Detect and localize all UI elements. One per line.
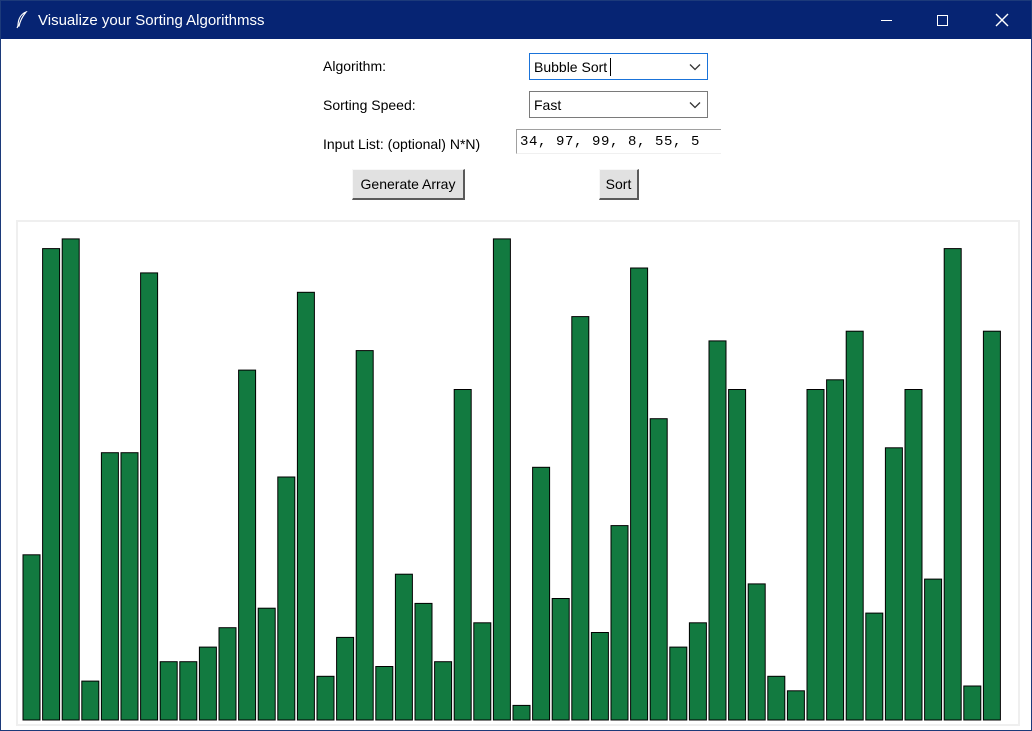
- bar-34: [688, 622, 707, 721]
- bar-6: [140, 272, 159, 721]
- bar-47: [943, 248, 962, 721]
- bar-48: [963, 685, 982, 721]
- minimize-icon: [880, 19, 892, 21]
- minimize-button[interactable]: [863, 1, 909, 39]
- bar-28: [571, 316, 590, 721]
- bar-23: [473, 622, 492, 721]
- bar-36: [728, 389, 747, 721]
- bar-25: [512, 704, 531, 721]
- bar-13: [277, 476, 296, 721]
- algorithm-select-value: Bubble Sort: [534, 59, 608, 75]
- bar-42: [845, 330, 864, 721]
- sort-button[interactable]: Sort: [599, 169, 639, 200]
- bar-27: [551, 598, 570, 721]
- bar-11: [238, 369, 257, 721]
- sorting-canvas: [16, 220, 1020, 726]
- bar-35: [708, 340, 727, 721]
- bar-20: [414, 602, 433, 721]
- bar-3: [81, 680, 100, 721]
- generate-array-button[interactable]: Generate Array: [352, 169, 465, 200]
- speed-select[interactable]: Fast: [529, 91, 708, 118]
- bar-21: [434, 661, 453, 721]
- bar-1: [42, 248, 61, 721]
- bar-15: [316, 675, 335, 721]
- window-title: Visualize your Sorting Algorithmss: [38, 12, 265, 29]
- bar-7: [159, 661, 178, 721]
- bar-45: [904, 389, 923, 721]
- input-list-text[interactable]: [517, 130, 721, 153]
- bar-18: [375, 666, 394, 721]
- maximize-icon: [936, 14, 948, 26]
- title-bar[interactable]: Visualize your Sorting Algorithmss: [1, 1, 1031, 39]
- text-cursor: [610, 58, 611, 76]
- bar-4: [100, 452, 119, 721]
- chevron-down-icon: [689, 64, 701, 71]
- bar-24: [492, 238, 511, 721]
- bar-33: [669, 646, 688, 721]
- bar-5: [120, 452, 139, 721]
- bar-44: [884, 447, 903, 721]
- input-list-label: Input List: (optional) N*N): [323, 136, 481, 152]
- bar-26: [532, 466, 551, 721]
- close-icon: [995, 13, 1009, 27]
- bar-10: [218, 627, 237, 721]
- bar-2: [61, 238, 80, 721]
- speed-select-value: Fast: [534, 97, 562, 113]
- bar-22: [453, 389, 472, 721]
- algorithm-select[interactable]: Bubble Sort: [529, 53, 708, 80]
- chevron-down-icon: [689, 102, 701, 109]
- bar-29: [590, 632, 609, 721]
- speed-label: Sorting Speed:: [323, 97, 416, 113]
- bar-38: [767, 675, 786, 721]
- bar-0: [22, 554, 41, 721]
- bar-39: [786, 690, 805, 721]
- bar-9: [198, 646, 217, 721]
- algorithm-label: Algorithm:: [323, 58, 387, 74]
- input-list-field[interactable]: [516, 129, 721, 154]
- maximize-button[interactable]: [919, 1, 965, 39]
- bar-8: [179, 661, 198, 721]
- bar-12: [257, 607, 276, 721]
- bar-40: [806, 389, 825, 721]
- close-button[interactable]: [979, 1, 1025, 39]
- bar-41: [826, 379, 845, 721]
- bar-43: [865, 612, 884, 721]
- bar-chart: [22, 238, 1001, 721]
- bar-49: [982, 330, 1001, 721]
- bar-31: [630, 267, 649, 721]
- bar-30: [610, 525, 629, 721]
- bar-46: [924, 578, 943, 721]
- bar-16: [336, 636, 355, 721]
- bar-17: [355, 350, 374, 721]
- bar-14: [296, 291, 315, 721]
- bar-19: [394, 573, 413, 721]
- bar-32: [649, 418, 668, 721]
- feather-icon: [15, 10, 29, 29]
- bar-37: [747, 583, 766, 721]
